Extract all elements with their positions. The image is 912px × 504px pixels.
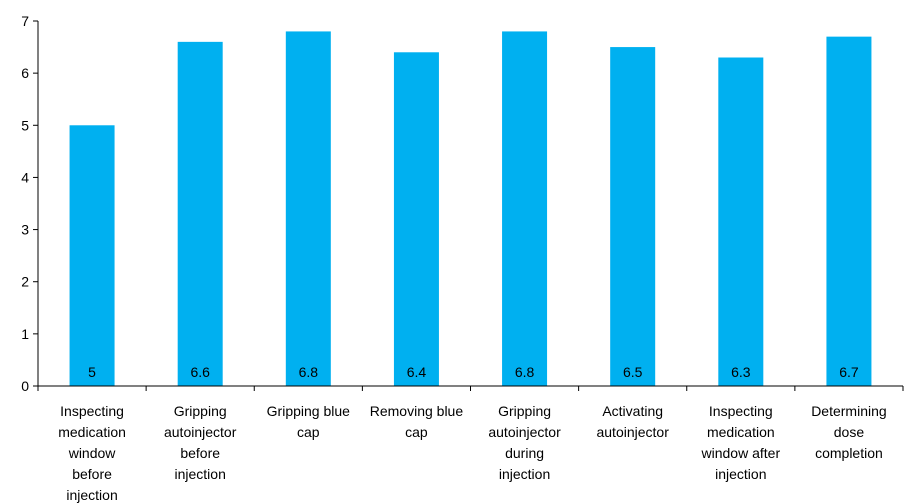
category-label-line: medication — [58, 424, 126, 440]
category-label-line: window after — [701, 445, 781, 461]
category-label: Activating autoinjector — [596, 403, 669, 440]
bars: 5 6.6 6.8 6.4 6.8 6.5 6.3 6.7 — [69, 31, 872, 387]
category-label-line: autoinjector — [596, 424, 669, 440]
data-label: 6.5 — [623, 364, 643, 380]
y-tick-label: 5 — [21, 117, 29, 133]
bar — [69, 125, 115, 387]
data-label: 5 — [88, 364, 96, 380]
category-label-line: Determining — [811, 403, 886, 419]
category-label-line: Removing blue — [370, 403, 464, 419]
category-label: Gripping autoinjector before injection — [164, 403, 237, 482]
bar — [502, 31, 548, 387]
y-tick-label: 7 — [21, 13, 29, 29]
category-label-line: Gripping — [174, 403, 227, 419]
category-label-line: injection — [175, 466, 226, 482]
y-tick-label: 3 — [21, 222, 29, 238]
data-label: 6.8 — [515, 364, 535, 380]
category-label-line: completion — [815, 445, 883, 461]
bar — [610, 47, 656, 386]
category-label: Inspecting medication window before injectio… — [58, 403, 126, 503]
category-label: Removing blue cap — [370, 403, 464, 440]
data-label: 6.3 — [731, 364, 751, 380]
bar — [285, 31, 331, 387]
bar — [718, 57, 764, 386]
data-label: 6.8 — [299, 364, 319, 380]
y-tick-label: 6 — [21, 65, 29, 81]
category-label-line: Activating — [602, 403, 663, 419]
category-label-line: injection — [715, 466, 766, 482]
y-axis: 0 1 2 3 4 5 6 7 — [21, 13, 39, 394]
y-tick-label: 4 — [21, 169, 29, 185]
category-label-line: during — [505, 445, 544, 461]
category-label-line: Inspecting — [709, 403, 773, 419]
category-label-line: injection — [499, 466, 550, 482]
category-label-line: autoinjector — [164, 424, 237, 440]
category-label-line: cap — [297, 424, 320, 440]
data-label: 6.6 — [190, 364, 210, 380]
data-label: 6.7 — [839, 364, 859, 380]
category-label-line: medication — [707, 424, 775, 440]
category-label-line: autoinjector — [488, 424, 561, 440]
x-axis — [37, 385, 904, 391]
category-label-line: window — [68, 445, 117, 461]
data-label: 6.4 — [407, 364, 427, 380]
bar — [826, 36, 872, 387]
category-label: Inspecting medication window after injectio… — [701, 403, 781, 482]
y-tick-label: 0 — [21, 378, 29, 394]
category-label-line: cap — [405, 424, 428, 440]
bar — [393, 52, 439, 387]
category-labels: Inspecting medication window before injectio… — [58, 403, 886, 503]
bar — [177, 41, 223, 386]
category-label-line: injection — [66, 487, 117, 503]
category-label-line: Gripping — [498, 403, 551, 419]
category-label-line: Gripping blue — [267, 403, 350, 419]
category-label: Gripping blue cap — [267, 403, 350, 440]
category-label-line: before — [72, 466, 112, 482]
category-label-line: before — [180, 445, 220, 461]
category-label-line: dose — [834, 424, 865, 440]
category-label: Gripping autoinjector during injection — [488, 403, 561, 482]
y-tick-label: 2 — [21, 274, 29, 290]
y-tick-label: 1 — [21, 326, 29, 342]
category-label-line: Inspecting — [60, 403, 124, 419]
category-label: Determining dose completion — [811, 403, 886, 461]
